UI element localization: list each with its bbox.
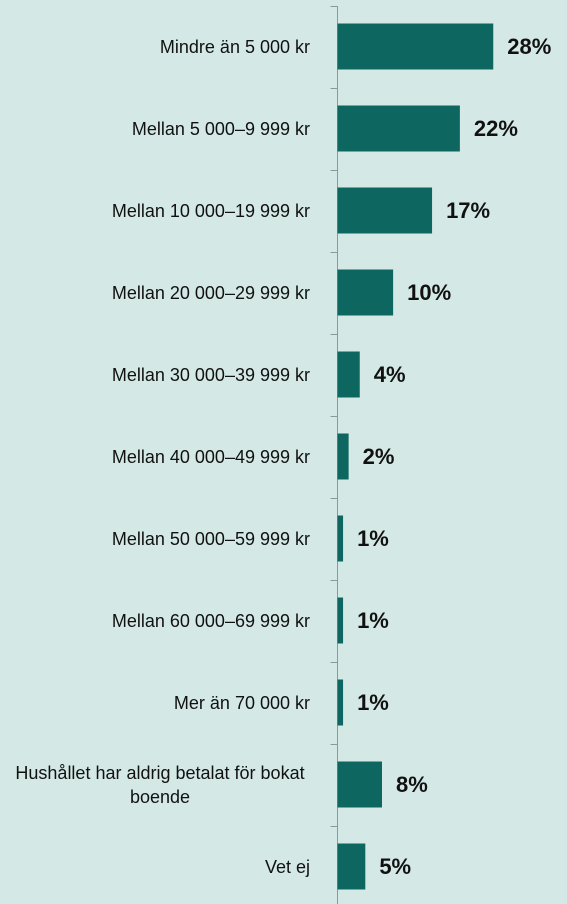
category-label-text: Mellan 5 000–9 999 kr <box>131 118 310 139</box>
value-label: 1% <box>357 526 389 552</box>
category-label-text: Hushållet har aldrig betalat för bokat b… <box>15 762 305 807</box>
category-label: Mellan 40 000–49 999 kr <box>10 445 310 469</box>
category-label: Mellan 30 000–39 999 kr <box>10 363 310 387</box>
value-label: 17% <box>446 198 490 224</box>
category-label: Vet ej <box>10 855 310 879</box>
value-label-text: 5% <box>379 853 412 879</box>
category-label: Mellan 20 000–29 999 kr <box>10 281 310 305</box>
bar <box>337 597 344 644</box>
bar <box>337 269 394 316</box>
bar <box>337 187 433 234</box>
value-label-text: 1% <box>357 525 389 551</box>
value-label-text: 22% <box>473 115 518 141</box>
category-label-text: Mindre än 5 000 kr <box>159 36 310 57</box>
value-label: 8% <box>396 772 428 798</box>
bar <box>337 23 494 70</box>
category-label-text: Mellan 40 000–49 999 kr <box>111 446 310 467</box>
value-label: 5% <box>379 854 411 880</box>
bar <box>337 679 344 726</box>
category-label-text: Mellan 10 000–19 999 kr <box>111 200 310 221</box>
category-label-text: Mellan 50 000–59 999 kr <box>111 528 310 549</box>
bar <box>337 351 360 398</box>
value-label-text: 8% <box>396 771 428 797</box>
value-label: 10% <box>407 280 451 306</box>
category-label: Mellan 10 000–19 999 kr <box>10 199 310 223</box>
bar <box>337 761 382 808</box>
bar <box>337 843 366 890</box>
bar <box>337 515 344 562</box>
value-label: 2% <box>363 444 395 470</box>
category-label: Mellan 60 000–69 999 kr <box>10 609 310 633</box>
category-label: Mellan 50 000–59 999 kr <box>10 527 310 551</box>
category-label-text: Mellan 30 000–39 999 kr <box>111 364 310 385</box>
bar <box>337 433 349 480</box>
category-label: Mellan 5 000–9 999 kr <box>10 117 310 141</box>
value-label: 1% <box>357 690 389 716</box>
category-label-text: Mellan 60 000–69 999 kr <box>111 610 310 631</box>
category-label: Mer än 70 000 kr <box>10 691 310 715</box>
value-label-text: 17% <box>446 197 491 223</box>
value-label: 22% <box>474 116 518 142</box>
bar <box>337 105 460 152</box>
value-label-text: 1% <box>357 607 389 633</box>
value-label: 1% <box>357 608 389 634</box>
value-label-text: 10% <box>407 279 452 305</box>
value-label: 4% <box>374 362 406 388</box>
value-label-text: 2% <box>362 443 395 469</box>
value-label-text: 28% <box>507 33 552 59</box>
category-label: Hushållet har aldrig betalat för bokat b… <box>10 761 310 809</box>
value-label: 28% <box>507 34 551 60</box>
category-label-text: Vet ej <box>264 856 310 877</box>
category-label: Mindre än 5 000 kr <box>10 35 310 59</box>
value-label-text: 4% <box>373 361 406 387</box>
value-label-text: 1% <box>357 689 389 715</box>
category-label-text: Mellan 20 000–29 999 kr <box>111 282 310 303</box>
category-label-text: Mer än 70 000 kr <box>173 692 310 713</box>
